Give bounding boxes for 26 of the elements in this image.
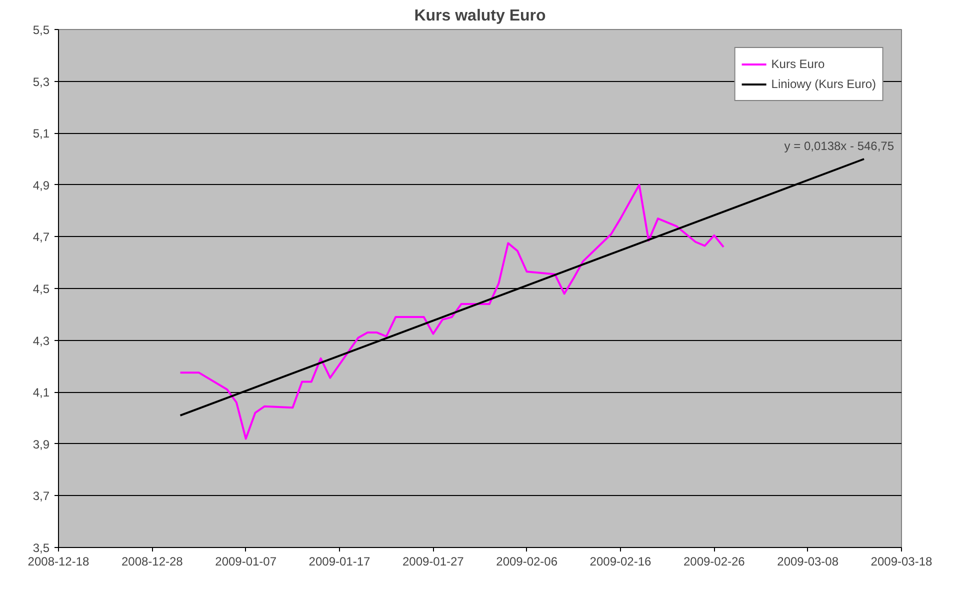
x-tick-label: 2009-03-18 bbox=[870, 554, 933, 568]
y-tick-label: 5,1 bbox=[32, 126, 50, 141]
legend-label: Liniowy (Kurs Euro) bbox=[771, 77, 876, 91]
x-tick-label: 2009-02-06 bbox=[496, 554, 558, 568]
y-tick-label: 5,5 bbox=[32, 23, 50, 37]
x-tick-label: 2009-01-27 bbox=[402, 554, 464, 568]
x-tick-label: 2009-02-26 bbox=[683, 554, 746, 568]
y-tick-label: 4,1 bbox=[32, 386, 50, 400]
x-tick-label: 2009-03-08 bbox=[777, 554, 839, 568]
y-tick-label: 4,9 bbox=[32, 178, 50, 192]
legend-label: Kurs Euro bbox=[771, 57, 825, 71]
x-tick-label: 2008-12-28 bbox=[121, 554, 184, 568]
y-tick-label: 5,3 bbox=[32, 74, 50, 89]
chart-title: Kurs waluty Euro bbox=[414, 8, 546, 24]
x-tick-label: 2009-01-07 bbox=[215, 554, 277, 568]
annotation: y = 0,0138x - 546,75 bbox=[784, 139, 894, 153]
y-tick-label: 3,5 bbox=[32, 541, 50, 555]
y-tick-label: 4,3 bbox=[32, 334, 50, 348]
y-tick-label: 3,7 bbox=[32, 489, 50, 504]
x-tick-label: 2009-02-16 bbox=[590, 554, 652, 568]
y-tick-label: 4,5 bbox=[32, 282, 50, 296]
x-tick-label: 2008-12-18 bbox=[28, 554, 90, 568]
line-series bbox=[179, 184, 725, 440]
y-tick-label: 4,7 bbox=[32, 230, 50, 244]
x-tick-label: 2009-01-17 bbox=[308, 554, 371, 568]
y-tick-label: 3,9 bbox=[32, 437, 50, 452]
